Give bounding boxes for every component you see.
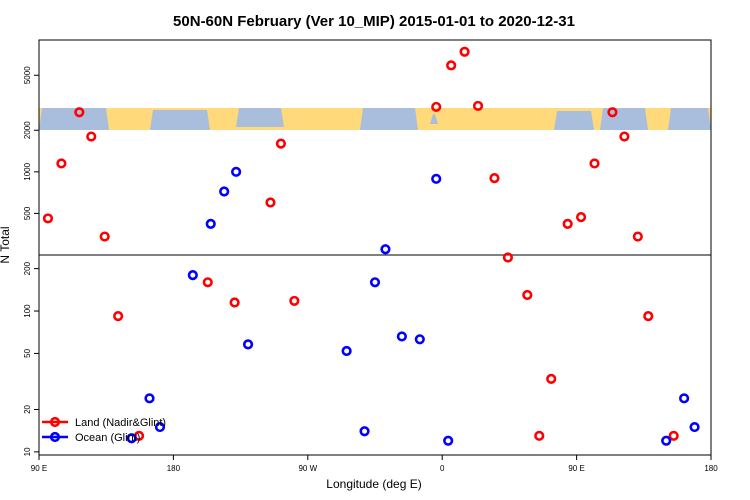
land-point <box>546 373 557 384</box>
land-point <box>589 158 600 169</box>
x-tick-label: 90 E <box>31 464 47 473</box>
land-point <box>289 295 300 307</box>
legend-label: Ocean (Glint) <box>75 432 140 444</box>
land-point <box>632 231 643 242</box>
ocean-point <box>359 426 370 437</box>
map-ocean-region <box>150 110 210 130</box>
land-point <box>619 131 630 142</box>
y-tick-label: 500 <box>23 206 32 220</box>
plot-frame <box>38 39 712 456</box>
land-point <box>446 60 457 71</box>
land-point <box>562 218 573 229</box>
land-point <box>522 289 533 301</box>
land-point <box>502 252 514 263</box>
ocean-point <box>154 421 166 433</box>
ocean-point <box>396 331 407 342</box>
land-point <box>56 158 67 169</box>
land-point <box>607 107 618 118</box>
y-axis-label: N Total <box>0 226 12 263</box>
land-point <box>229 297 240 308</box>
y-tick-label: 20 <box>23 404 32 413</box>
land-point <box>265 197 276 208</box>
map-strip <box>39 108 711 130</box>
land-point <box>431 101 442 113</box>
map-ocean-region <box>430 114 438 124</box>
map-ocean-region <box>236 108 284 127</box>
ocean-point <box>414 334 425 345</box>
ocean-point <box>341 345 352 357</box>
y-tick-label: 100 <box>23 304 32 318</box>
x-axis-label: Longitude (deg E) <box>326 477 421 491</box>
ocean-point <box>689 421 700 433</box>
ocean-point <box>242 339 254 350</box>
map-ocean-region <box>668 108 711 130</box>
map-ocean-region <box>360 108 418 130</box>
y-tick-label: 1000 <box>23 162 32 180</box>
map-ocean-region <box>39 108 109 130</box>
chart-title: 50N-60N February (Ver 10_MIP) 2015-01-01… <box>173 13 575 30</box>
ocean-point <box>679 393 690 404</box>
ocean-point <box>219 186 230 197</box>
ocean-point <box>380 244 391 255</box>
land-point <box>74 107 85 118</box>
land-point <box>86 131 97 142</box>
map-ocean-region <box>600 108 648 130</box>
x-tick-label: 90 W <box>298 464 317 473</box>
x-tick-label: 0 <box>440 464 445 473</box>
legend-label: Land (Nadir&Glint) <box>75 417 166 429</box>
land-point <box>202 277 213 288</box>
map-ocean-region <box>554 111 594 130</box>
ocean-point <box>369 277 381 288</box>
land-point <box>534 430 545 441</box>
ocean-point <box>205 218 216 229</box>
legend-marker <box>49 431 61 443</box>
land-point <box>643 311 654 322</box>
ocean-point <box>431 173 442 184</box>
y-tick-label: 10 <box>23 447 32 456</box>
ocean-point <box>443 435 454 446</box>
ocean-point <box>187 269 198 281</box>
ocean-point <box>126 433 137 444</box>
land-point <box>472 100 484 112</box>
y-tick-label: 200 <box>23 261 32 275</box>
x-tick-label: 180 <box>704 464 718 473</box>
y-tick-label: 50 <box>23 348 32 357</box>
ocean-point <box>231 166 242 177</box>
data-points <box>42 46 700 446</box>
land-point <box>113 311 124 322</box>
ocean-point <box>144 393 155 404</box>
land-point <box>459 46 470 57</box>
land-point <box>42 213 54 224</box>
land-point <box>575 212 587 223</box>
y-tick-label: 2000 <box>23 121 32 139</box>
y-tick-label: 5000 <box>23 66 32 84</box>
axes: 90 E 180 90 W 0 90 E 180 500 1000 2000 5000 10 20 50… <box>23 39 718 473</box>
legend: Land (Nadir&Glint) Ocean (Glint) <box>42 416 166 444</box>
land-point <box>275 138 287 149</box>
legend-marker <box>49 416 61 428</box>
land-point <box>668 430 679 441</box>
land-point <box>489 173 500 184</box>
land-point <box>99 231 110 242</box>
ocean-point <box>661 435 672 446</box>
x-tick-label: 180 <box>167 464 181 473</box>
x-tick-label: 90 E <box>568 464 584 473</box>
